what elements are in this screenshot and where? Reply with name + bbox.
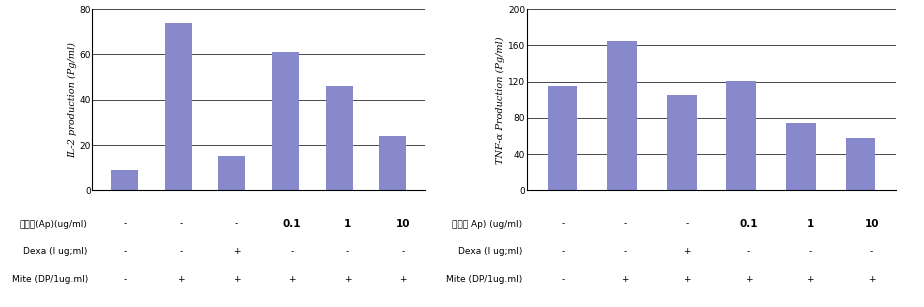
Text: +: + xyxy=(177,275,185,284)
Text: Dexa (I ug;ml): Dexa (I ug;ml) xyxy=(23,247,88,256)
Text: -: - xyxy=(401,247,405,256)
Text: 선학초(Ap)(ug/ml): 선학초(Ap)(ug/ml) xyxy=(20,220,88,229)
Bar xyxy=(111,170,138,190)
Text: +: + xyxy=(868,275,875,284)
Text: -: - xyxy=(562,220,565,229)
Text: -: - xyxy=(870,247,873,256)
Text: Mite (DP/1ug.ml): Mite (DP/1ug.ml) xyxy=(11,275,88,284)
Bar xyxy=(607,41,637,190)
Y-axis label: IL-2 production (Pg/ml): IL-2 production (Pg/ml) xyxy=(67,42,77,158)
Text: -: - xyxy=(235,220,238,229)
Text: Dexa (I ug;ml): Dexa (I ug;ml) xyxy=(457,247,522,256)
Text: +: + xyxy=(745,275,752,284)
Text: +: + xyxy=(807,275,814,284)
Text: -: - xyxy=(179,220,183,229)
Text: 선학초 Ap) (ug/ml): 선학초 Ap) (ug/ml) xyxy=(452,220,522,229)
Text: -: - xyxy=(624,220,626,229)
Text: Mite (DP/1ug.ml): Mite (DP/1ug.ml) xyxy=(445,275,522,284)
Text: 1: 1 xyxy=(807,219,814,229)
Bar xyxy=(845,138,875,190)
Text: 0.1: 0.1 xyxy=(283,219,301,229)
Text: 1: 1 xyxy=(344,219,351,229)
Text: 10: 10 xyxy=(395,219,410,229)
Text: +: + xyxy=(622,275,629,284)
Text: +: + xyxy=(344,275,351,284)
Text: -: - xyxy=(346,247,349,256)
Text: -: - xyxy=(290,247,294,256)
Bar xyxy=(218,156,245,190)
Text: +: + xyxy=(233,275,240,284)
Text: -: - xyxy=(686,220,688,229)
Text: -: - xyxy=(747,247,750,256)
Bar xyxy=(273,52,299,190)
Text: -: - xyxy=(124,220,128,229)
Y-axis label: TNF-α Production (Pg/ml): TNF-α Production (Pg/ml) xyxy=(496,36,505,164)
Bar xyxy=(164,23,191,190)
Text: -: - xyxy=(562,247,565,256)
Text: -: - xyxy=(562,275,565,284)
Bar xyxy=(667,95,697,190)
Text: -: - xyxy=(124,247,128,256)
Text: +: + xyxy=(399,275,407,284)
Bar xyxy=(726,81,756,190)
Bar xyxy=(548,86,578,190)
Text: +: + xyxy=(683,247,690,256)
Text: -: - xyxy=(624,247,626,256)
Text: 0.1: 0.1 xyxy=(739,219,758,229)
Text: +: + xyxy=(683,275,690,284)
Text: -: - xyxy=(179,247,183,256)
Bar xyxy=(326,86,353,190)
Bar xyxy=(380,136,407,190)
Bar xyxy=(786,123,816,190)
Text: -: - xyxy=(808,247,811,256)
Text: +: + xyxy=(288,275,296,284)
Text: -: - xyxy=(124,275,128,284)
Text: +: + xyxy=(233,247,240,256)
Text: 10: 10 xyxy=(864,219,879,229)
